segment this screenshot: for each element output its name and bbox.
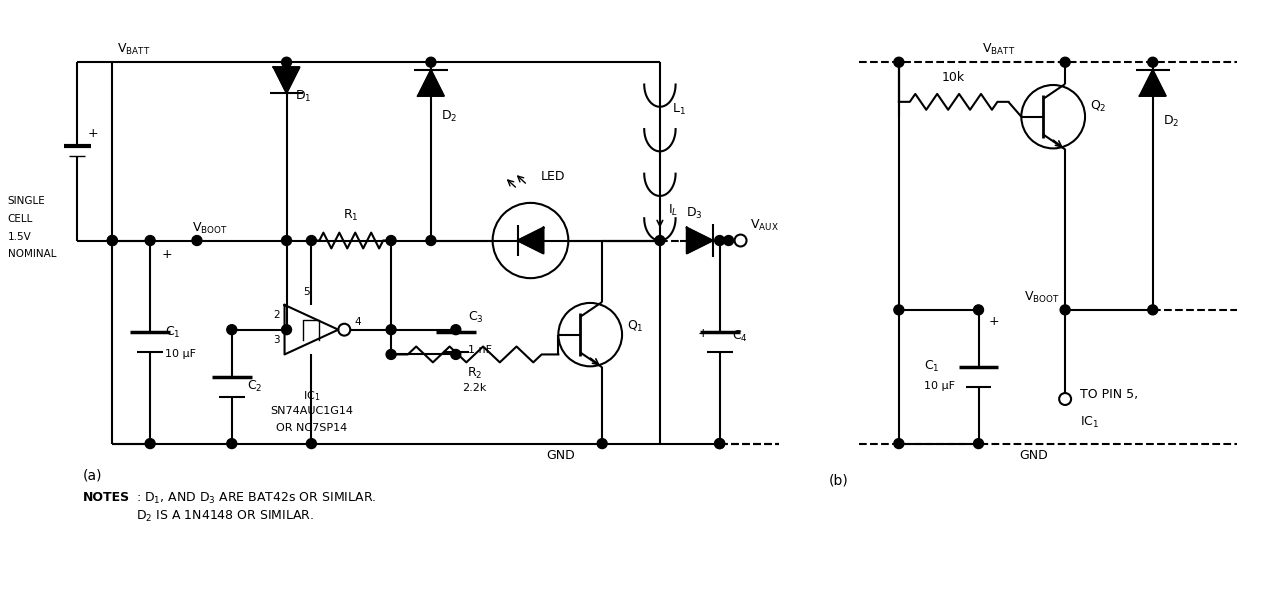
Text: C$_2$: C$_2$ [246,379,262,394]
Circle shape [715,439,725,449]
Circle shape [306,439,316,449]
Text: Q$_2$: Q$_2$ [1090,99,1106,114]
Text: V$_{\mathsf{BATT}}$: V$_{\mathsf{BATT}}$ [117,42,151,57]
Circle shape [282,324,291,335]
Circle shape [655,236,665,245]
Text: V$_{\mathsf{BOOT}}$: V$_{\mathsf{BOOT}}$ [191,220,227,236]
Circle shape [1148,305,1157,315]
Text: 2: 2 [273,310,279,320]
Circle shape [894,57,903,67]
Text: Q$_1$: Q$_1$ [627,319,644,335]
Text: D$_2$: D$_2$ [441,109,457,124]
Circle shape [282,236,291,245]
Circle shape [426,57,436,67]
Text: V$_{\mathsf{BOOT}}$: V$_{\mathsf{BOOT}}$ [1025,290,1060,305]
Circle shape [387,236,396,245]
Circle shape [387,324,396,335]
Circle shape [1060,305,1071,315]
Text: SINGLE: SINGLE [8,196,46,206]
Circle shape [227,324,237,335]
Text: CELL: CELL [8,214,33,224]
Text: C$_3$: C$_3$ [468,310,484,324]
Text: (b): (b) [829,473,849,488]
Text: D$_2$ IS A 1N4148 OR SIMILAR.: D$_2$ IS A 1N4148 OR SIMILAR. [137,509,314,524]
Text: LED: LED [541,170,565,183]
Text: D$_2$: D$_2$ [1162,114,1179,129]
Text: TO PIN 5,: TO PIN 5, [1079,388,1138,401]
Text: 1 nF: 1 nF [468,345,491,355]
Text: 5: 5 [304,287,310,297]
Text: +: + [162,248,172,261]
Text: : D$_1$, AND D$_3$ ARE BAT42s OR SIMILAR.: : D$_1$, AND D$_3$ ARE BAT42s OR SIMILAR… [137,491,376,506]
Text: R$_2$: R$_2$ [467,366,482,381]
Circle shape [306,236,316,245]
Polygon shape [273,67,300,93]
Text: D$_1$: D$_1$ [295,89,311,105]
Text: 10 μF: 10 μF [165,349,197,359]
Text: NOMINAL: NOMINAL [8,249,56,259]
Text: C$_4$: C$_4$ [731,329,748,344]
Circle shape [107,236,117,245]
Text: GND: GND [1020,449,1048,462]
Polygon shape [1139,70,1166,96]
Text: R$_1$: R$_1$ [343,207,359,223]
Text: IC$_1$: IC$_1$ [302,389,320,403]
Text: 3: 3 [273,335,279,345]
Text: +: + [88,127,98,140]
Circle shape [715,439,725,449]
Circle shape [426,236,436,245]
Polygon shape [686,228,713,254]
Text: 10 μF: 10 μF [924,381,954,391]
Text: SN74AUC1G14: SN74AUC1G14 [271,406,353,416]
Circle shape [145,439,156,449]
Text: C$_1$: C$_1$ [165,324,181,340]
Text: IC$_1$: IC$_1$ [1079,415,1100,430]
Polygon shape [419,70,444,96]
Circle shape [974,305,984,315]
Text: C$_1$: C$_1$ [924,359,939,374]
Text: L$_1$: L$_1$ [672,102,685,117]
Text: NOTES: NOTES [83,491,130,504]
Text: I$_L$: I$_L$ [667,203,678,218]
Text: (a): (a) [83,468,102,482]
Circle shape [227,439,237,449]
Text: 1.5V: 1.5V [8,232,32,242]
Circle shape [450,324,461,335]
Circle shape [715,236,725,245]
Circle shape [597,439,607,449]
Circle shape [974,439,984,449]
Circle shape [1148,57,1157,67]
Text: 10k: 10k [942,71,965,84]
Circle shape [723,236,734,245]
Text: V$_{\mathsf{BATT}}$: V$_{\mathsf{BATT}}$ [981,42,1016,57]
Circle shape [282,57,291,67]
Text: 2.2k: 2.2k [462,383,487,393]
Text: V$_{\mathsf{AUX}}$: V$_{\mathsf{AUX}}$ [749,217,778,233]
Text: +: + [698,327,708,340]
Circle shape [1060,57,1071,67]
Text: D$_3$: D$_3$ [686,206,703,220]
Text: +: + [989,315,999,328]
Circle shape [145,236,156,245]
Circle shape [894,439,903,449]
Polygon shape [518,228,544,254]
Circle shape [894,305,903,315]
Circle shape [191,236,202,245]
Circle shape [387,349,396,359]
Text: OR NC7SP14: OR NC7SP14 [276,423,347,433]
Circle shape [107,236,117,245]
Text: 4: 4 [355,317,361,327]
Circle shape [450,349,461,359]
Text: GND: GND [546,449,574,462]
